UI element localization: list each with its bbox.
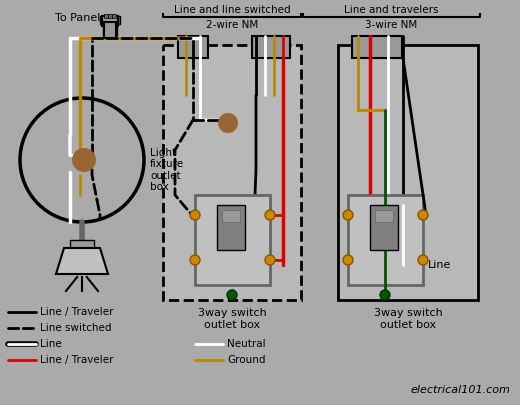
Bar bbox=[163, 45, 301, 300]
Polygon shape bbox=[56, 248, 108, 274]
Text: Line / Traveler: Line / Traveler bbox=[40, 307, 113, 317]
Circle shape bbox=[218, 113, 238, 133]
Bar bbox=[100, 16, 120, 24]
Circle shape bbox=[265, 255, 275, 265]
Text: 3way switch
outlet box: 3way switch outlet box bbox=[374, 308, 443, 330]
Bar bbox=[104, 22, 116, 38]
Circle shape bbox=[72, 148, 96, 172]
Bar bbox=[375, 210, 393, 222]
Bar bbox=[222, 210, 240, 222]
Text: Line: Line bbox=[428, 260, 451, 270]
Bar bbox=[70, 240, 94, 248]
Bar bbox=[104, 14, 108, 18]
Text: Line switched: Line switched bbox=[40, 323, 111, 333]
Bar bbox=[108, 14, 112, 18]
Text: Line and travelers: Line and travelers bbox=[344, 5, 439, 15]
Bar bbox=[103, 24, 117, 38]
Bar bbox=[102, 16, 118, 26]
Circle shape bbox=[227, 290, 237, 300]
Text: Line: Line bbox=[40, 339, 62, 349]
Text: 3way switch
outlet box: 3way switch outlet box bbox=[198, 308, 266, 330]
Bar bbox=[252, 36, 290, 58]
Text: 2-wire NM: 2-wire NM bbox=[206, 20, 258, 30]
Circle shape bbox=[418, 210, 428, 220]
Bar bbox=[352, 36, 402, 58]
Bar bbox=[195, 195, 270, 285]
Circle shape bbox=[343, 210, 353, 220]
Bar bbox=[222, 123, 234, 131]
Circle shape bbox=[380, 290, 390, 300]
Circle shape bbox=[343, 255, 353, 265]
Text: 3-wire NM: 3-wire NM bbox=[366, 20, 418, 30]
Text: Light
fixture
outlet
box: Light fixture outlet box bbox=[150, 147, 184, 192]
Bar bbox=[217, 205, 245, 250]
Circle shape bbox=[190, 210, 200, 220]
Text: Ground: Ground bbox=[227, 355, 266, 365]
Bar bbox=[178, 36, 208, 58]
Circle shape bbox=[418, 255, 428, 265]
Text: electrical101.com: electrical101.com bbox=[410, 385, 510, 395]
Circle shape bbox=[265, 210, 275, 220]
Bar bbox=[112, 14, 116, 18]
Text: Line / Traveler: Line / Traveler bbox=[40, 355, 113, 365]
Bar bbox=[370, 205, 398, 250]
Text: Line and line switched: Line and line switched bbox=[174, 5, 290, 15]
Circle shape bbox=[190, 255, 200, 265]
Bar bbox=[77, 160, 91, 170]
Bar bbox=[348, 195, 423, 285]
Text: Neutral: Neutral bbox=[227, 339, 266, 349]
Text: To Panel: To Panel bbox=[55, 13, 100, 23]
Bar bbox=[338, 45, 478, 300]
